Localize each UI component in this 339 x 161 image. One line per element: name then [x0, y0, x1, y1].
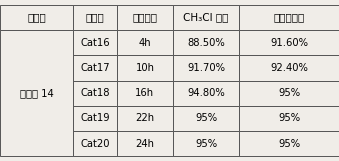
Bar	[73, 106, 117, 131]
Bar	[239, 30, 339, 55]
Bar	[117, 81, 173, 106]
Bar	[173, 55, 239, 81]
Bar	[117, 30, 173, 55]
Text: Cat20: Cat20	[80, 139, 110, 149]
Text: 16h: 16h	[135, 88, 155, 98]
Text: 95%: 95%	[278, 114, 300, 123]
Bar	[73, 81, 117, 106]
Bar	[73, 30, 117, 55]
Text: 实施例 14: 实施例 14	[20, 88, 53, 98]
Text: Cat17: Cat17	[80, 63, 110, 73]
Text: 95%: 95%	[195, 114, 217, 123]
Text: 浸渍时间: 浸渍时间	[133, 12, 157, 22]
Text: Cat18: Cat18	[80, 88, 110, 98]
Text: 91.70%: 91.70%	[187, 63, 225, 73]
Text: 92.40%: 92.40%	[270, 63, 308, 73]
Bar	[239, 55, 339, 81]
Bar	[173, 106, 239, 131]
Text: Cat19: Cat19	[80, 114, 110, 123]
Text: 催化剂: 催化剂	[85, 12, 104, 22]
Bar	[117, 55, 173, 81]
Text: 实施例: 实施例	[27, 12, 46, 22]
Bar	[239, 131, 339, 156]
Text: 95%: 95%	[278, 88, 300, 98]
Bar	[239, 81, 339, 106]
Bar	[0, 5, 73, 30]
Text: 91.60%: 91.60%	[270, 38, 308, 48]
Bar	[173, 81, 239, 106]
Text: CH₃Cl 收率: CH₃Cl 收率	[183, 12, 228, 22]
Text: 94.80%: 94.80%	[187, 88, 225, 98]
Text: 88.50%: 88.50%	[187, 38, 225, 48]
Bar	[173, 5, 239, 30]
Bar	[73, 131, 117, 156]
Text: Cat16: Cat16	[80, 38, 110, 48]
Text: 95%: 95%	[195, 139, 217, 149]
Text: 22h: 22h	[135, 114, 155, 123]
Bar	[73, 5, 117, 30]
Bar	[73, 55, 117, 81]
Text: 95%: 95%	[278, 139, 300, 149]
Bar	[0, 30, 73, 156]
Bar	[173, 30, 239, 55]
Text: 甲醇转化率: 甲醇转化率	[273, 12, 305, 22]
Text: 10h: 10h	[135, 63, 155, 73]
Text: 4h: 4h	[139, 38, 151, 48]
Bar	[117, 106, 173, 131]
Bar	[173, 131, 239, 156]
Text: 24h: 24h	[135, 139, 155, 149]
Bar	[239, 106, 339, 131]
Bar	[117, 131, 173, 156]
Bar	[239, 5, 339, 30]
Bar	[117, 5, 173, 30]
